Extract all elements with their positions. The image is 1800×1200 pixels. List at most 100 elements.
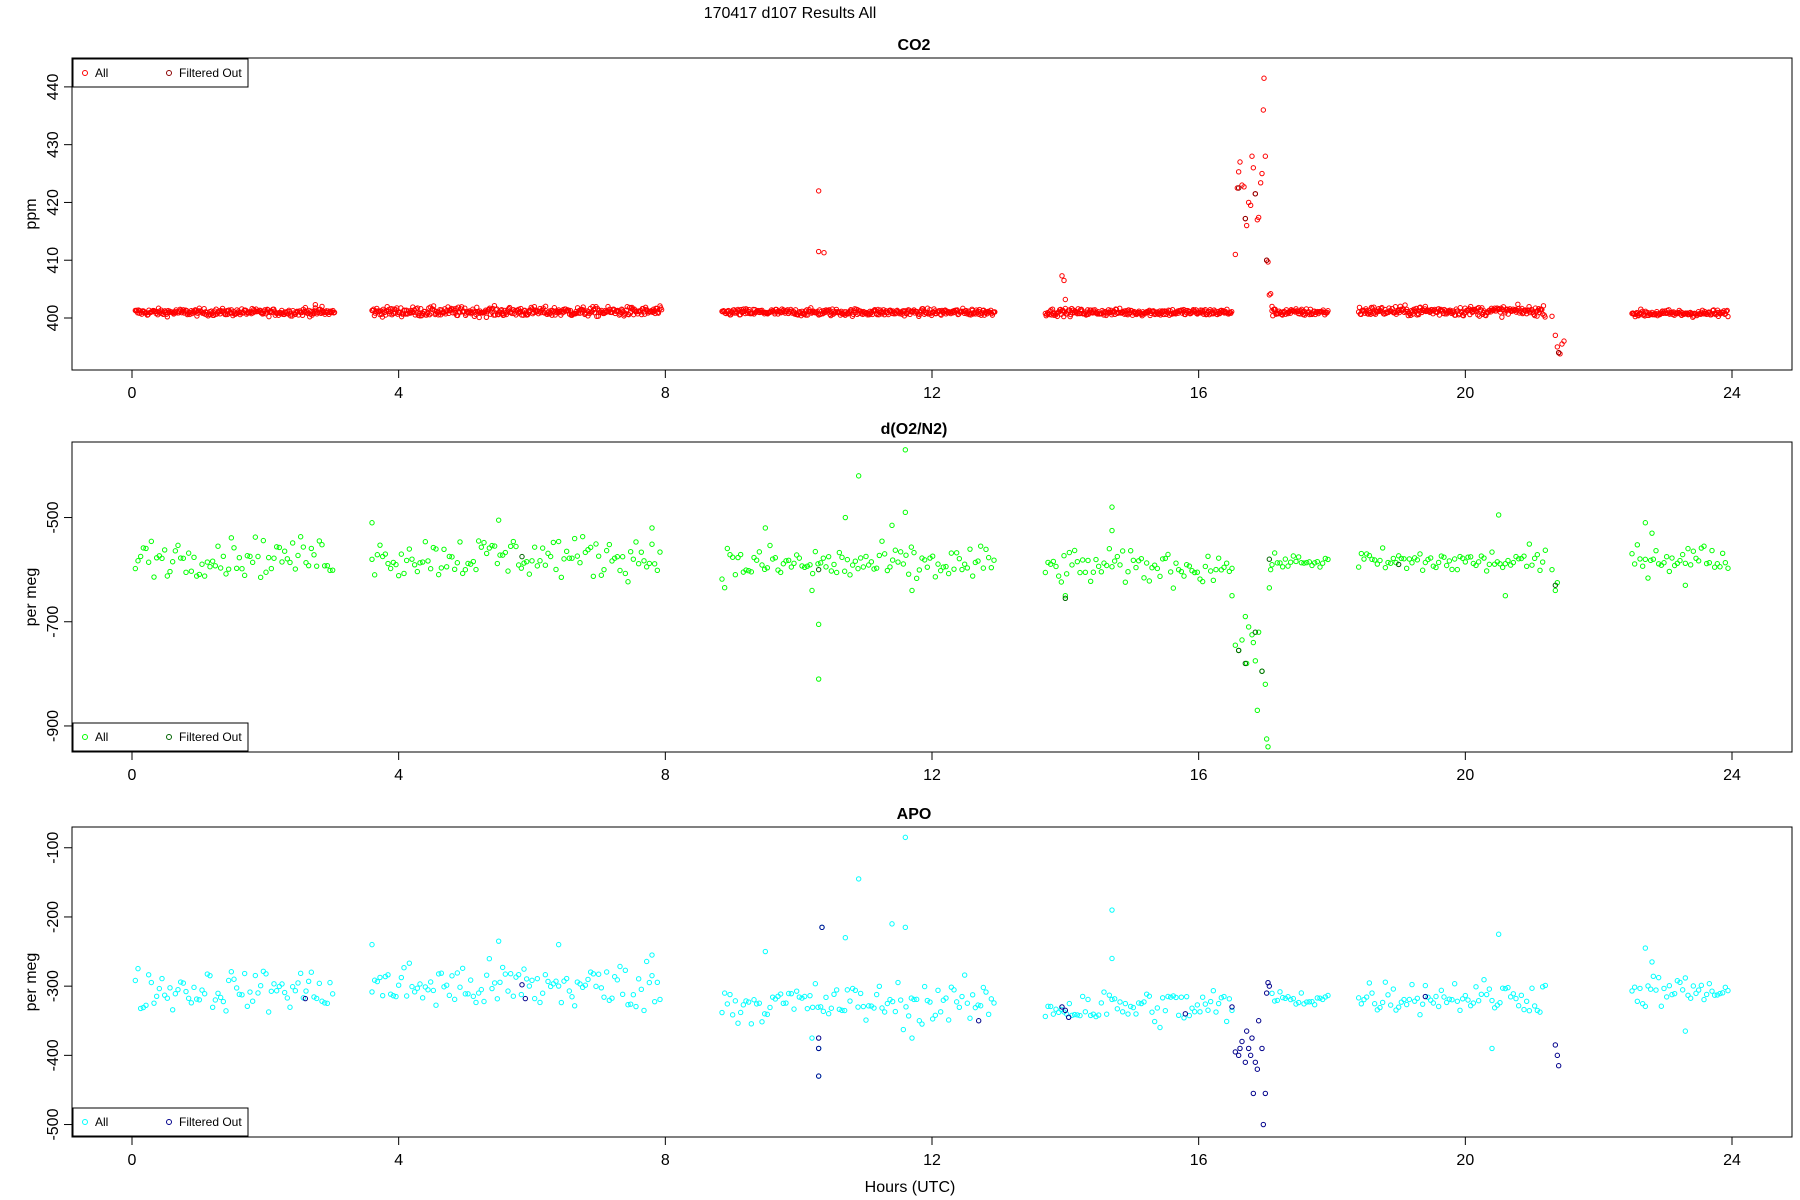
y-tick-label: 410: [45, 247, 62, 274]
data-point: [1207, 568, 1214, 574]
data-point: [1197, 576, 1203, 582]
data-point: [1661, 560, 1667, 566]
data-point: [561, 556, 567, 562]
data-point: [300, 544, 307, 550]
data-point: [377, 542, 383, 548]
data-point: [495, 938, 502, 944]
data-point: [1435, 1003, 1442, 1010]
data-point: [924, 564, 931, 570]
data-point: [1529, 562, 1535, 568]
data-point: [959, 993, 965, 1000]
data-point: [443, 564, 450, 570]
data-point: [799, 563, 805, 569]
data-point: [1262, 153, 1269, 159]
data-point: [614, 554, 621, 560]
data-point: [1159, 556, 1166, 562]
data-point: [876, 983, 883, 989]
data-point: [1157, 1024, 1163, 1031]
data-point: [553, 978, 559, 984]
data-point: [1703, 560, 1710, 567]
data-point: [844, 987, 851, 993]
data-point: [1138, 555, 1145, 562]
data-point: [519, 982, 525, 988]
data-point: [1130, 557, 1137, 564]
data-point: [1050, 558, 1057, 565]
data-point: [1690, 548, 1697, 554]
data-point: [1109, 504, 1115, 510]
data-point: [969, 992, 976, 998]
data-point: [964, 565, 971, 571]
y-tick-label: 400: [45, 305, 62, 332]
data-point: [1062, 296, 1069, 303]
data-point: [1069, 562, 1075, 568]
data-point: [1061, 553, 1067, 559]
x-tick-label: 0: [128, 1152, 137, 1169]
data-point: [1194, 569, 1201, 575]
data-point: [1497, 999, 1503, 1006]
data-point: [140, 545, 147, 551]
data-point: [1661, 985, 1667, 992]
data-point: [1693, 990, 1699, 997]
data-point: [1125, 1011, 1131, 1017]
data-point: [842, 935, 849, 941]
data-point: [1542, 982, 1549, 989]
data-point: [927, 999, 933, 1005]
data-point: [1361, 556, 1367, 562]
data-point: [1416, 305, 1423, 311]
data-point: [1642, 556, 1649, 563]
data-point: [847, 572, 853, 578]
data-point: [732, 998, 739, 1004]
data-point: [991, 1000, 997, 1006]
data-point: [241, 572, 248, 579]
data-point: [983, 989, 989, 995]
data-point: [311, 552, 317, 558]
data-point: [729, 1012, 736, 1018]
data-point: [1402, 302, 1408, 308]
data-point: [220, 553, 227, 559]
data-point: [638, 549, 645, 555]
data-point: [529, 977, 535, 984]
data-point: [1701, 543, 1707, 549]
data-point: [841, 568, 848, 574]
data-point: [1191, 569, 1198, 576]
data-point: [513, 543, 519, 550]
data-point: [199, 987, 205, 993]
data-point: [462, 991, 469, 997]
x-tick-label: 4: [394, 385, 403, 402]
data-point: [1045, 1003, 1051, 1010]
data-point: [611, 973, 618, 980]
data-point: [1249, 632, 1255, 638]
data-point: [1071, 547, 1078, 554]
data-point: [398, 974, 405, 981]
series-all: [132, 75, 1731, 357]
data-point: [311, 994, 317, 1000]
data-point: [873, 565, 880, 571]
data-point: [1433, 564, 1439, 571]
data-point: [522, 995, 529, 1002]
data-point: [454, 970, 461, 976]
legend-label: Filtered Out: [179, 730, 242, 744]
data-point: [292, 988, 299, 994]
data-point: [263, 971, 269, 977]
data-point: [1181, 573, 1187, 579]
data-point: [196, 571, 203, 578]
data-point: [825, 1011, 832, 1017]
data-point: [1282, 995, 1289, 1002]
data-point: [1065, 1014, 1072, 1020]
data-point: [1154, 1005, 1161, 1011]
data-point: [1311, 560, 1318, 566]
data-point: [1711, 564, 1718, 570]
data-point: [727, 551, 733, 558]
data-point: [587, 544, 594, 551]
data-point: [1639, 1000, 1646, 1007]
data-point: [1634, 542, 1641, 548]
data-point: [327, 979, 333, 986]
data-point: [422, 984, 429, 990]
data-point: [908, 544, 915, 550]
data-point: [1114, 553, 1121, 560]
data-point: [1441, 994, 1447, 1000]
data-point: [767, 542, 773, 549]
data-point: [1653, 987, 1659, 993]
data-point: [887, 564, 893, 570]
data-point: [975, 1018, 982, 1024]
